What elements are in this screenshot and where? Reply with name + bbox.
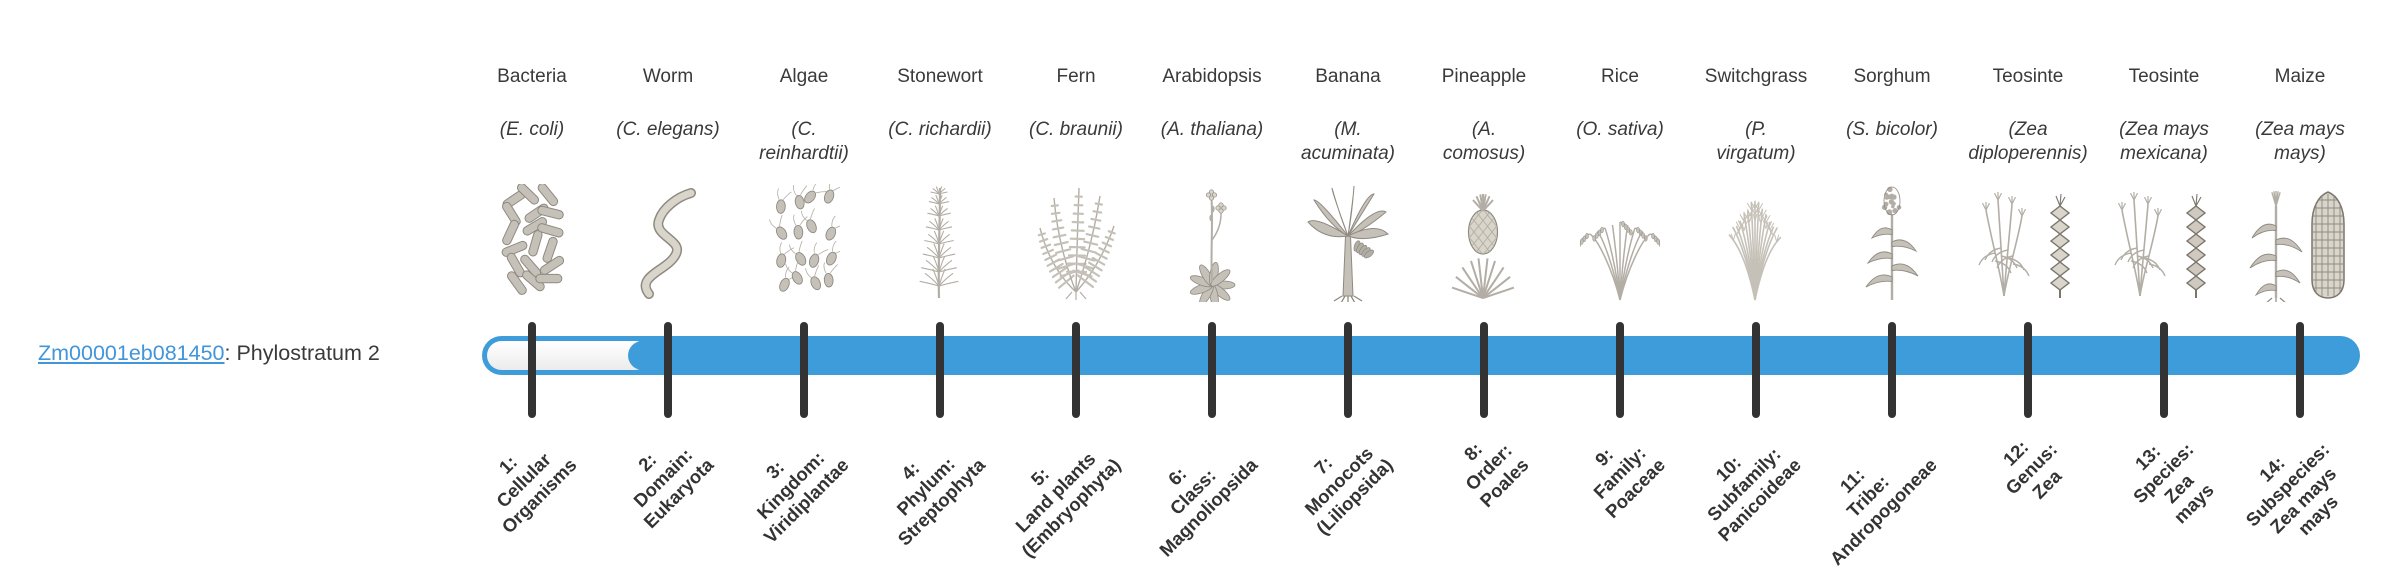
organism-name: Arabidopsis: [1162, 66, 1262, 87]
organism-scientific-name: (C. elegans): [616, 119, 720, 140]
stratum-label: 7: Monocots (Liliopsida): [1300, 442, 1397, 539]
stratum-label: 1: Cellular Organisms: [492, 448, 581, 538]
stratum-label: 8: Order: Poales: [1460, 438, 1533, 511]
organism-illustration: [1713, 176, 1799, 302]
fern-icon: [1037, 187, 1116, 300]
bacteria-icon: [501, 184, 565, 295]
banana-icon: [1307, 185, 1389, 302]
organism-scientific-name: (O. sativa): [1576, 119, 1664, 140]
stratum-label: 2: Domain: Eukaryota: [628, 443, 717, 532]
stratum-label: 4: Phylum: Streptophyta: [892, 452, 989, 550]
stratum-label: 12: Genus: Zea: [1999, 436, 2066, 503]
stratum-tick: [1208, 322, 1216, 418]
stratum-tick: [2024, 322, 2032, 418]
timeline-filled-segment: [628, 341, 2355, 370]
stratum-tick: [1616, 322, 1624, 418]
organism-name: Pineapple: [1441, 66, 1527, 87]
gene-id-link[interactable]: Zm00001eb081450: [38, 341, 225, 365]
organism-scientific-name: (C. richardii): [888, 119, 992, 140]
organism-scientific-name: (A. comosus): [1442, 119, 1526, 165]
organism-illustration: [1302, 176, 1394, 302]
organism-name: Fern: [1056, 66, 1096, 87]
organism-scientific-name: (S. bicolor): [1846, 119, 1938, 140]
organism-illustration: [1860, 176, 1924, 302]
organism-illustration: [1032, 176, 1120, 302]
stratum-label: 11: Tribe: Andropogoneae: [1825, 453, 1941, 570]
organism-name: Algae: [779, 66, 829, 87]
organism-name: Switchgrass: [1704, 66, 1808, 87]
maize-icon: [2249, 191, 2345, 302]
stratum-label: 14: Subspecies: Zea mays mays: [2241, 438, 2343, 540]
organism-illustration: [637, 176, 699, 302]
organism-name: Maize: [2274, 66, 2326, 87]
organism-name: Stonewort: [897, 66, 983, 87]
gene-phylostratum-text: : Phylostratum 2: [224, 341, 380, 365]
teosinte-diploperennis-icon: [1978, 192, 2071, 298]
arabidopsis-icon: [1189, 189, 1236, 302]
rice-icon: [1580, 220, 1660, 301]
stonewort-icon: [919, 186, 959, 299]
stratum-tick: [1752, 322, 1760, 418]
stratum-label: 10: Subfamily: Panicoideae: [1702, 443, 1805, 546]
organism-scientific-name: (Zea mays mays): [2255, 119, 2345, 165]
organism-scientific-name: (E. coli): [499, 119, 565, 140]
algae-icon: [769, 184, 840, 292]
stratum-label: 9: Family: Poaceae: [1588, 442, 1669, 522]
stratum-label: 5: Land plants (Embryophyta): [1011, 447, 1125, 562]
organism-illustration: [2108, 176, 2220, 302]
organism-scientific-name: (C. braunii): [1029, 119, 1123, 140]
organism-scientific-name: (Zea diploperennis): [1968, 119, 2088, 165]
organism-name: Sorghum: [1853, 66, 1931, 87]
timeline-unfilled-segment: [487, 341, 650, 370]
stratum-tick: [800, 322, 808, 418]
organism-name: Teosinte: [2128, 66, 2200, 87]
organism-name: Teosinte: [1992, 66, 2064, 87]
organism-scientific-name: (Zea mays mexicana): [2119, 119, 2209, 165]
organism-illustration: [2248, 176, 2352, 302]
gene-label: Zm00001eb081450: Phylostratum 2: [38, 341, 380, 366]
stratum-tick: [664, 322, 672, 418]
organism-name: Banana: [1315, 66, 1381, 87]
organism-illustration: [1177, 176, 1247, 302]
organism-illustration: [913, 176, 967, 302]
stratum-tick: [936, 322, 944, 418]
worm-icon: [640, 188, 696, 299]
stratum-tick: [2296, 322, 2304, 418]
pineapple-icon: [1451, 194, 1515, 299]
organism-illustration: [499, 176, 565, 302]
stratum-tick: [1480, 322, 1488, 418]
organism-scientific-name: (P. virgatum): [1716, 119, 1796, 165]
sorghum-icon: [1865, 186, 1919, 300]
organism-name: Worm: [642, 66, 694, 87]
organism-scientific-name: (A. thaliana): [1160, 119, 1264, 140]
stratum-tick: [528, 322, 536, 418]
teosinte-mexicana-icon: [2114, 192, 2207, 298]
organism-illustration: [768, 176, 840, 302]
organism-name: Rice: [1600, 66, 1640, 87]
stratum-tick: [1344, 322, 1352, 418]
organism-illustration: [1450, 176, 1518, 302]
stratum-label: 6: Class: Magnoliopsida: [1154, 453, 1261, 561]
organism-illustration: [1972, 176, 2084, 302]
stratum-tick: [1888, 322, 1896, 418]
switchgrass-icon: [1728, 200, 1782, 301]
stratum-label: 3: Kingdom: Viridiplantae: [752, 447, 853, 547]
organism-illustration: [1580, 176, 1660, 302]
stratum-tick: [2160, 322, 2168, 418]
stratum-tick: [1072, 322, 1080, 418]
organism-name: Bacteria: [497, 66, 567, 87]
stratum-label: 13: Species: Zea mays: [2128, 438, 2218, 528]
organism-scientific-name: (M. acuminata): [1301, 119, 1395, 165]
organism-scientific-name: (C. reinhardtii): [759, 119, 849, 165]
